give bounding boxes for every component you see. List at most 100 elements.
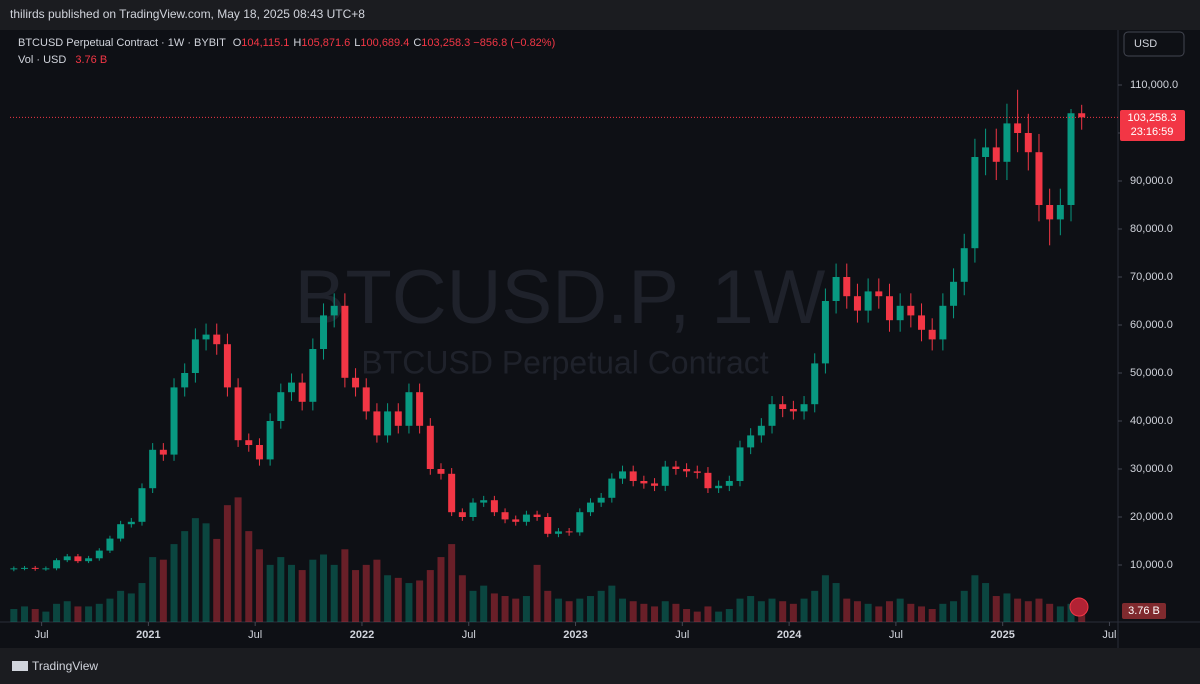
volume-bar [234,497,242,622]
candle-body [982,147,990,157]
volume-bar [715,611,723,622]
volume-bar [672,603,680,622]
candle-body [918,315,926,330]
candle-body [1078,113,1086,118]
change: −856.8 (−0.82%) [473,37,556,49]
volume-bar [853,601,861,622]
candle-body [501,512,509,520]
volume-bar [31,609,39,622]
published-note: thilirds published on TradingView.com, M… [10,7,365,21]
currency-button[interactable] [1123,31,1185,57]
volume-bar [53,603,61,622]
candle-body [362,387,370,412]
candle-body [992,147,1000,162]
candle-body [85,558,93,562]
volume-bar [127,593,135,622]
candle-body [1003,123,1011,162]
volume-bar [629,601,637,622]
candle-body [522,514,530,522]
candle-body [298,382,306,402]
y-tick-label: 70,000.0 [1130,271,1173,283]
volume-bar [875,606,883,622]
last-price-label: 103,258.3 [1128,112,1177,124]
volume-bar [725,609,733,622]
volume-value: 3.76 B [75,54,108,66]
volume-title: Vol · USD [18,54,67,66]
candle-body [640,480,648,484]
candle-body [95,550,103,559]
candle-body [512,519,520,522]
y-tick-label: 80,000.0 [1130,223,1173,235]
currency-label[interactable]: USD [1134,38,1157,50]
volume-bar [821,575,829,622]
volume-bar [469,590,477,622]
candle-body [10,568,18,570]
volume-bar [843,598,851,622]
volume-bar [661,601,669,622]
candle-body [597,497,605,503]
candle-body [480,500,488,503]
x-tick-label: Jul [248,629,262,641]
volume-bar [576,598,584,622]
volume-bar [191,518,199,622]
candle-body [704,472,712,489]
volume-bar [907,603,915,622]
volume-bar [522,596,530,622]
candle-body [437,468,445,474]
volume-bar [74,606,82,622]
candle-body [448,473,456,513]
candle-body [63,556,71,561]
ohlc: O104,115.1 H105,871.6 L100,689.4 C103,258.3 [229,37,471,49]
volume-bar [939,603,947,622]
y-tick-label: 110,000.0 [1130,79,1178,91]
volume-bar [565,601,573,622]
volume-bar [320,554,328,622]
volume-bar [554,598,562,622]
candle-body [213,334,221,345]
event-icon[interactable] [1069,597,1089,617]
x-tick-label: Jul [35,629,49,641]
x-tick-label: Jul [462,629,476,641]
volume-bar [21,606,29,622]
volume-bar [255,549,263,622]
x-tick-label: Jul [1102,629,1116,641]
y-tick-label: 10,000.0 [1130,559,1173,571]
volume-tag [1122,603,1166,619]
volume-bar [63,601,71,622]
candle-body [960,248,968,282]
volume-bar [245,531,253,622]
volume-bar [416,580,424,622]
field-value: 103,258.3 [421,37,471,49]
candle-body [725,480,733,486]
volume-bar [10,609,18,622]
top-bar [0,0,1200,30]
candle-body [586,502,594,513]
candle-body [266,420,274,460]
volume-bar [918,606,926,622]
candle-body [608,478,616,498]
volume-bar [85,606,93,622]
candle-body [939,305,947,340]
countdown: 23:16:59 [1131,126,1174,138]
candle-body [255,444,263,460]
volume-bar [779,601,787,622]
volume-bar [747,596,755,622]
candle-body [1067,113,1075,205]
volume-bar [458,575,466,622]
y-tick-label: 40,000.0 [1130,415,1173,427]
field-value: 100,689.4 [360,37,410,49]
candle-body [907,305,915,316]
candle-body [1035,152,1043,205]
watermark-description: BTCUSD Perpetual Contract [361,344,768,380]
candle-body [843,276,851,297]
candle-body [757,425,765,436]
candle-body [330,305,338,316]
volume-bar [982,583,990,622]
volume-bar [490,593,498,622]
x-tick-label: Jul [675,629,689,641]
candle-body [53,560,61,569]
volume-bar [597,590,605,622]
candle-body [74,556,82,562]
